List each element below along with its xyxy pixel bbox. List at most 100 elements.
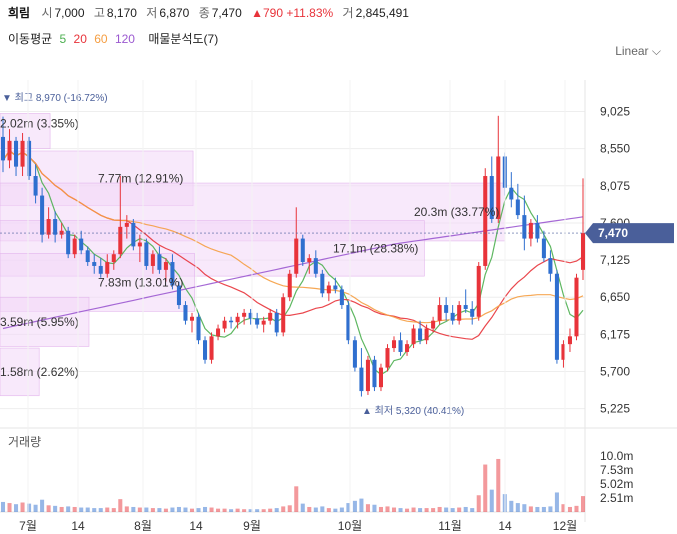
candle-body [333,285,338,290]
volume-bar [391,507,397,512]
candle-body [203,340,208,360]
candle-body [476,265,481,317]
volume-bar [346,503,351,512]
candle-body [444,305,449,313]
volume-bar [326,508,331,512]
volume-tick-label: 2.51m [600,491,633,505]
volume-bar [515,503,520,512]
volume-bar [359,498,364,512]
volume-bar [365,504,370,512]
change-percent: +11.83% [286,6,334,20]
candle-body [222,320,227,329]
volume-bar [216,508,221,512]
candle-body [92,262,97,266]
candle-body [59,230,64,235]
volume-bar [163,508,168,512]
candle-body [281,297,286,333]
candle-body [424,328,429,341]
volume-label: 거 [342,6,354,20]
volume-bar [313,507,318,512]
x-tick-label: 7월 [19,519,37,533]
volume-profile-bar [0,347,40,397]
candle-body [535,222,540,239]
candle-body [46,219,51,235]
volume-bar [170,507,175,512]
volume-bar [59,506,64,512]
high-label: 고 [93,6,105,20]
candle-body [463,305,468,309]
candle-body [339,289,344,306]
volume-bar [574,505,579,512]
open-label: 시 [41,6,53,20]
volume-bar [7,503,12,512]
x-tick-label: 9월 [243,519,261,533]
candle-body [53,219,58,235]
candle-body [294,238,299,274]
volume-tick-label: 10.0m [600,449,633,463]
volume-bar [183,507,188,512]
price-header: 희림 시 7,000 고 8,170 저 6,870 종 7,470 ▲790 +11.… [8,4,415,21]
candle-body [541,238,546,259]
volume-bar [333,508,338,512]
candle-body [509,187,514,200]
volume-bar [281,506,286,512]
volume-bar [105,507,110,512]
candle-body [144,242,149,266]
volume-bar [118,499,123,512]
volume-bar [548,506,553,512]
volume-bar [463,506,468,512]
candle-body [7,140,12,161]
candle-body [105,262,110,274]
ma-20[interactable]: 20 [73,32,87,46]
x-tick-label: 11월 [438,519,462,533]
y-tick-label: 9,025 [600,105,630,119]
candle-body [248,312,253,319]
volume-profile-label: 20.3m (33.77%) [414,205,499,219]
candle-body [98,265,103,274]
volume-bar [457,507,462,512]
candle-body [346,305,351,341]
volume-bar [372,504,377,512]
ma-legend[interactable]: 이동평균 5 20 60 120 매물분석도(7) [8,30,222,47]
volume-profile-toggle[interactable]: 매물분석도(7) [148,32,219,46]
close-value: 7,470 [211,6,242,20]
candle-body [496,156,501,220]
volume-profile-label: 7.83m (13.01%) [98,275,183,289]
candle-body [183,305,188,321]
volume-bar [255,509,260,512]
candle-body [27,140,32,177]
candle-body [405,344,410,352]
candle-body [242,312,247,317]
candle-body [79,238,84,251]
volume-bar [33,504,38,512]
ma-60[interactable]: 60 [94,32,108,46]
volume-bar [580,496,586,512]
candle-body [398,340,403,352]
candle-body [85,250,90,263]
volume-bar [307,506,312,512]
x-tick-label: 12월 [553,519,577,533]
candle-body [418,328,423,341]
ma-120[interactable]: 120 [114,32,135,46]
candle-body [385,348,390,368]
candle-body [137,242,142,247]
ma-5[interactable]: 5 [59,32,67,46]
candle-body [450,312,455,321]
open-value: 7,000 [54,6,85,20]
current-price-label: 7,470 [598,226,628,240]
volume-bar [287,505,292,512]
volume-bar [14,504,19,512]
volume-bar [411,507,416,512]
volume-bar [418,508,423,512]
candle-body [111,254,116,263]
volume-bar [248,509,253,512]
volume-bar [405,508,410,512]
candle-body [170,262,175,286]
candle-body [261,320,266,325]
scale-selector[interactable]: Linear ⌵ [615,44,661,59]
candle-body [483,176,488,266]
volume-bar [300,503,305,512]
volume-bar [444,507,449,512]
volume-bar [222,508,227,512]
